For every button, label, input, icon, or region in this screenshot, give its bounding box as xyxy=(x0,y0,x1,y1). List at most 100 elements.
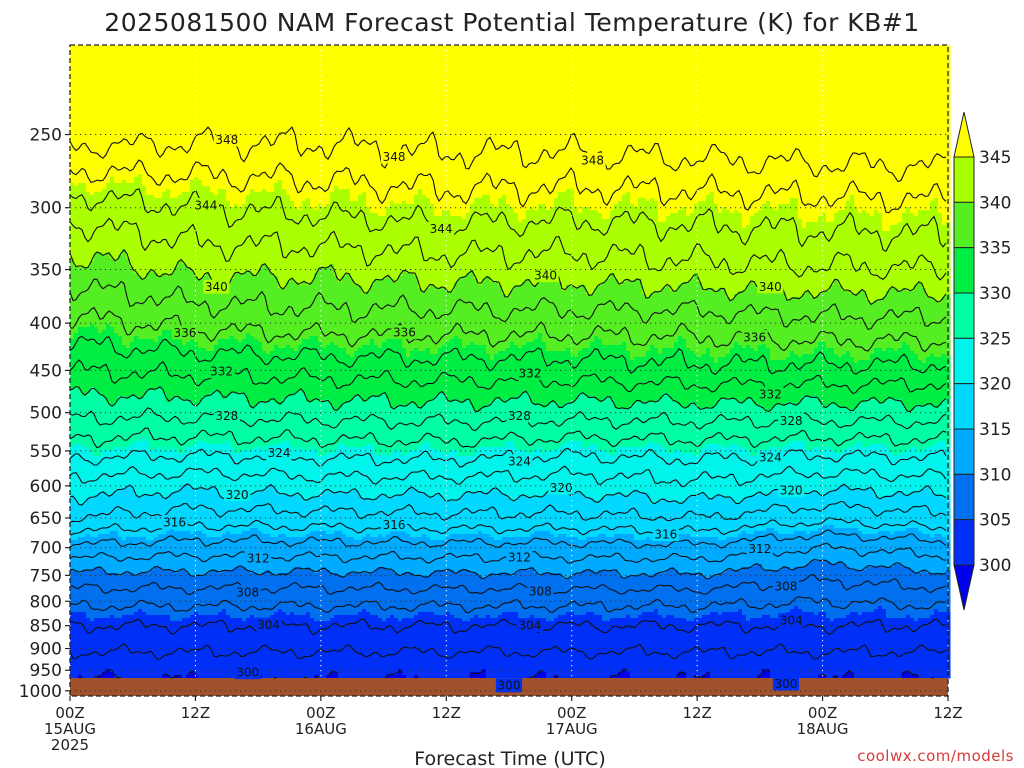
field-cell xyxy=(74,138,79,142)
field-cell xyxy=(74,273,79,277)
field-cell xyxy=(102,561,107,565)
field-cell xyxy=(86,183,91,187)
field-cell xyxy=(98,309,103,313)
field-cell xyxy=(82,396,87,400)
field-cell xyxy=(94,273,99,277)
field-cell xyxy=(74,180,79,184)
field-cell xyxy=(74,642,79,646)
field-cell xyxy=(82,564,87,568)
field-cell xyxy=(94,195,99,199)
field-cell xyxy=(70,183,75,187)
field-cell xyxy=(102,300,107,304)
field-cell xyxy=(74,591,79,595)
field-cell xyxy=(94,306,99,310)
field-cell xyxy=(90,279,95,283)
field-cell xyxy=(102,378,107,382)
field-cell xyxy=(70,285,75,289)
field-cell xyxy=(74,243,79,247)
field-cell xyxy=(102,204,107,208)
field-cell xyxy=(86,150,91,154)
field-cell xyxy=(74,648,79,652)
field-cell xyxy=(94,225,99,229)
field-cell xyxy=(94,654,99,658)
field-cell xyxy=(86,204,91,208)
field-cell xyxy=(82,417,87,421)
field-cell xyxy=(102,51,107,55)
field-cell xyxy=(74,618,79,622)
field-cell xyxy=(90,534,95,538)
field-cell xyxy=(86,294,91,298)
field-cell xyxy=(102,522,107,526)
field-cell xyxy=(98,261,103,265)
field-cell xyxy=(74,309,79,313)
field-cell xyxy=(78,417,83,421)
field-cell xyxy=(94,633,99,637)
field-cell xyxy=(90,582,95,586)
field-cell xyxy=(86,330,91,334)
field-cell xyxy=(102,243,107,247)
field-cell xyxy=(102,57,107,61)
field-cell xyxy=(74,231,79,235)
field-cell xyxy=(70,444,75,448)
field-cell xyxy=(98,351,103,355)
field-cell xyxy=(82,447,87,451)
field-cell xyxy=(98,207,103,211)
field-cell xyxy=(86,72,91,76)
field-cell xyxy=(74,192,79,196)
field-cell xyxy=(86,231,91,235)
field-cell xyxy=(70,567,75,571)
field-cell xyxy=(90,138,95,142)
field-cell xyxy=(70,612,75,616)
field-cell xyxy=(78,60,83,64)
field-cell xyxy=(94,183,99,187)
field-cell xyxy=(74,483,79,487)
field-cell xyxy=(74,177,79,181)
field-cell xyxy=(94,636,99,640)
field-cell xyxy=(94,303,99,307)
field-cell xyxy=(98,72,103,76)
field-cell xyxy=(74,480,79,484)
field-cell xyxy=(86,285,91,289)
field-cell xyxy=(102,261,107,265)
field-cell xyxy=(86,405,91,409)
field-cell xyxy=(94,267,99,271)
field-cell xyxy=(102,174,107,178)
field-cell xyxy=(82,360,87,364)
field-cell xyxy=(98,471,103,475)
field-cell xyxy=(90,252,95,256)
field-cell xyxy=(90,168,95,172)
field-cell xyxy=(78,156,83,160)
field-cell xyxy=(94,483,99,487)
field-cell xyxy=(86,462,91,466)
field-cell xyxy=(86,111,91,115)
field-cell xyxy=(82,420,87,424)
field-cell xyxy=(82,237,87,241)
field-cell xyxy=(98,552,103,556)
field-cell xyxy=(78,399,83,403)
field-cell xyxy=(82,372,87,376)
field-cell xyxy=(98,69,103,73)
field-cell xyxy=(94,666,99,670)
field-cell xyxy=(102,264,107,268)
field-cell xyxy=(82,522,87,526)
field-cell xyxy=(94,378,99,382)
field-cell xyxy=(90,303,95,307)
field-cell xyxy=(86,129,91,133)
field-cell xyxy=(86,342,91,346)
field-cell xyxy=(102,432,107,436)
field-cell xyxy=(70,432,75,436)
field-cell xyxy=(70,393,75,397)
field-cell xyxy=(74,534,79,538)
field-cell xyxy=(74,540,79,544)
field-cell xyxy=(70,507,75,511)
field-cell xyxy=(78,429,83,433)
field-cell xyxy=(82,468,87,472)
field-cell xyxy=(86,108,91,112)
field-cell xyxy=(82,585,87,589)
field-cell xyxy=(78,447,83,451)
field-cell xyxy=(102,381,107,385)
field-cell xyxy=(98,426,103,430)
field-cell xyxy=(74,384,79,388)
field-cell xyxy=(102,372,107,376)
field-cell xyxy=(82,276,87,280)
